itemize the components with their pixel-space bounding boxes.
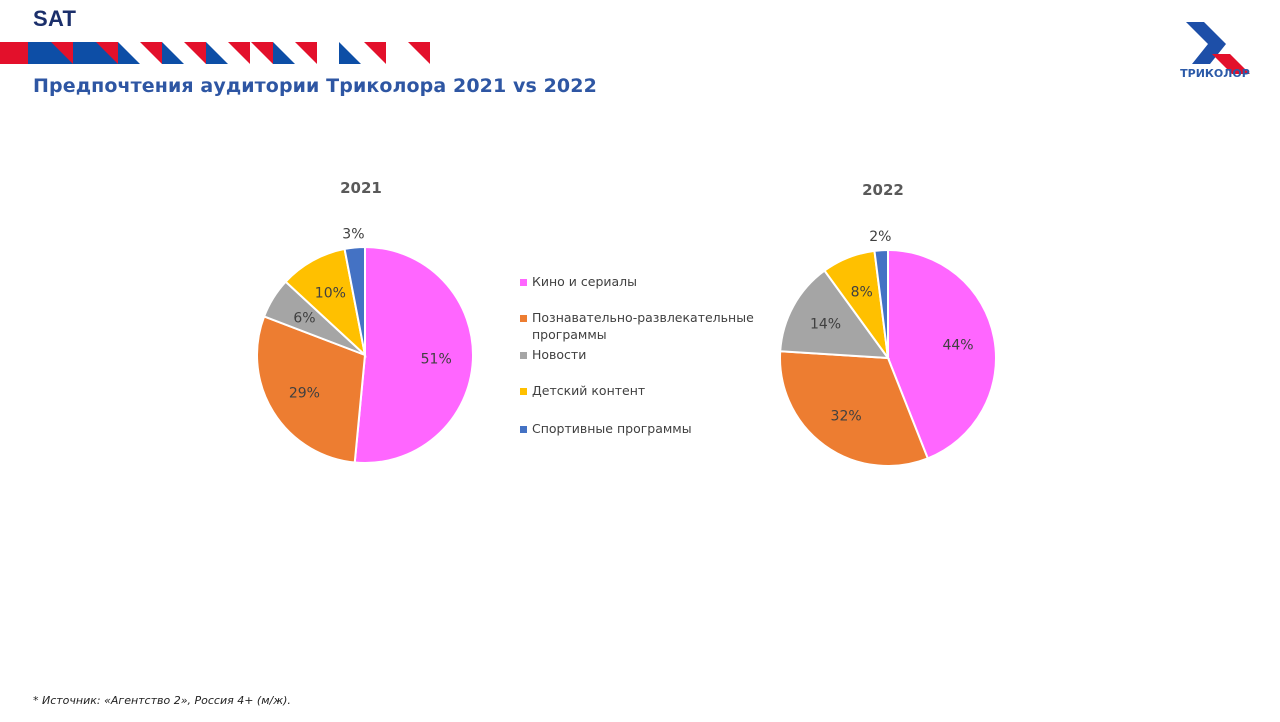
pie-slice-movies-series-2021	[353, 245, 474, 464]
page-title: Предпочтения аудитории Триколора 2021 vs…	[33, 75, 597, 97]
data-label-news-2021: 6%	[293, 310, 315, 326]
legend-swatch	[520, 315, 527, 322]
legend-swatch	[520, 426, 527, 433]
pie-slice-sports-2021	[343, 245, 366, 356]
legend-label: Познавательно-развлекательные программы	[532, 310, 754, 342]
pie-chart-2021: 51% 29% 6%10% 3%	[256, 227, 474, 464]
legend-item: Кино и сериалы	[520, 273, 637, 290]
legend-item: Детский контент	[520, 382, 645, 399]
data-label-sports-2021: 3%	[342, 227, 364, 243]
legend-item: Спортивные программы	[520, 420, 692, 437]
legend-item: Познавательно-развлекательные программы	[520, 309, 760, 343]
data-label-edutainment-2022: 32%	[831, 409, 862, 425]
tricolor-logo-icon	[1186, 22, 1250, 74]
logo-text: ТРИКОЛОР	[1180, 67, 1250, 80]
chart-title-2022: 2022	[862, 181, 904, 199]
pie-slice-movies-series-2022	[887, 248, 997, 460]
legend-label: Новости	[532, 347, 587, 362]
pie-chart-2022: 44% 32% 14% 8% 2%	[779, 229, 997, 467]
legend-label: Спортивные программы	[532, 421, 692, 436]
source-footnote: * Источник: «Агентство 2», Россия 4+ (м/…	[33, 694, 291, 707]
data-label-sports-2022: 2%	[869, 229, 891, 245]
legend-label: Детский контент	[532, 383, 646, 398]
brand-label: SAT	[33, 6, 77, 31]
data-label-movies-series-2021: 51%	[421, 351, 452, 367]
pie-slice-sports-2022	[873, 248, 889, 359]
legend-label: Кино и сериалы	[532, 274, 638, 289]
data-label-edutainment-2021: 29%	[289, 386, 320, 402]
pie-slice-edutainment-2021	[256, 315, 367, 464]
data-label-movies-series-2022: 44%	[942, 338, 973, 354]
pie-slice-news-2022	[779, 269, 891, 360]
legend-item: Новости	[520, 346, 586, 363]
legend-swatch	[520, 388, 527, 395]
pie-slice-edutainment-2022	[779, 350, 930, 467]
chart-title-2021: 2021	[340, 179, 382, 197]
legend-swatch	[520, 279, 527, 286]
data-label-news-2022: 14%	[810, 317, 841, 333]
legend-swatch	[520, 352, 527, 359]
brand-stripe-decoration	[0, 42, 430, 64]
data-label-kids-2021: 10%	[315, 286, 346, 302]
data-label-kids-2022: 8%	[851, 285, 873, 301]
